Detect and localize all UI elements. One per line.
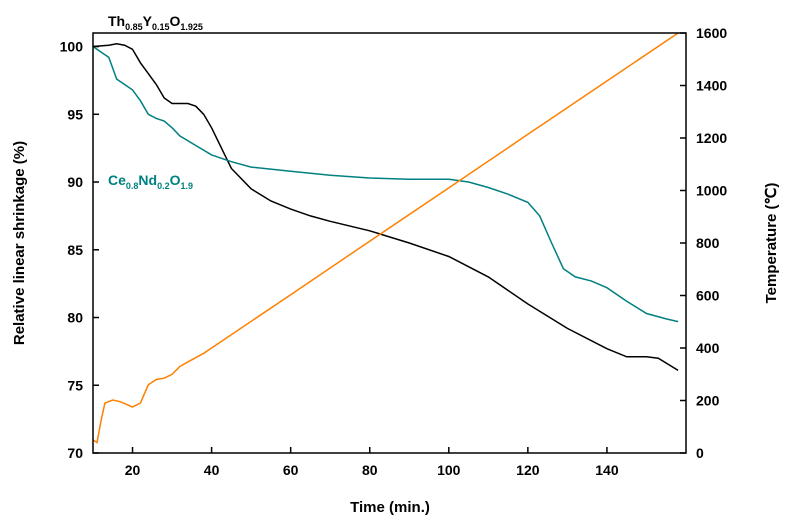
x-axis-label: Time (min.) bbox=[350, 499, 430, 516]
y2-tick-label: 400 bbox=[696, 340, 720, 356]
y-tick-label: 70 bbox=[67, 445, 83, 461]
subscript: 1.925 bbox=[180, 22, 203, 32]
subscript: 0.15 bbox=[152, 22, 170, 32]
y2-axis-label: Temperature (℃) bbox=[763, 183, 780, 304]
y2-tick-label: 600 bbox=[696, 288, 720, 304]
y-tick-label: 95 bbox=[67, 106, 83, 122]
y-tick-label: 85 bbox=[67, 242, 83, 258]
y-tick-label: 80 bbox=[67, 310, 83, 326]
y2-tick-label: 1400 bbox=[696, 78, 727, 94]
y2-tick-label: 0 bbox=[696, 445, 704, 461]
label-part: Th bbox=[108, 13, 125, 29]
x-tick-label: 40 bbox=[204, 462, 220, 478]
plot-frame bbox=[92, 32, 687, 454]
series-label: Ce0.8Nd0.2O1.9 bbox=[108, 172, 193, 191]
y2-tick-label: 200 bbox=[696, 393, 720, 409]
y2-tick-label: 1000 bbox=[696, 183, 727, 199]
y2-tick-label: 1200 bbox=[696, 130, 727, 146]
subscript: 0.2 bbox=[157, 181, 170, 191]
subscript: 0.8 bbox=[126, 181, 139, 191]
x-tick-label: 20 bbox=[125, 462, 141, 478]
x-tick-label: 80 bbox=[362, 462, 378, 478]
y2-tick-label: 1600 bbox=[696, 25, 727, 41]
x-tick-label: 140 bbox=[595, 462, 619, 478]
label-part: O bbox=[170, 172, 181, 188]
x-tick-label: 120 bbox=[516, 462, 540, 478]
subscript: 0.85 bbox=[125, 22, 143, 32]
label-part: Ce bbox=[108, 172, 126, 188]
data-line bbox=[92, 45, 679, 323]
data-line bbox=[92, 43, 679, 372]
x-tick-label: 100 bbox=[437, 462, 461, 478]
subscript: 1.9 bbox=[181, 181, 194, 191]
y-tick-label: 100 bbox=[60, 39, 84, 55]
y2-tick-label: 800 bbox=[696, 235, 720, 251]
label-part: Nd bbox=[138, 172, 157, 188]
y-tick-label: 90 bbox=[67, 174, 83, 190]
y-axis-label: Relative linear shrinkage (%) bbox=[11, 141, 28, 345]
data-line bbox=[92, 32, 679, 444]
series-label: Th0.85Y0.15O1.925 bbox=[108, 13, 203, 32]
x-tick-label: 60 bbox=[283, 462, 299, 478]
label-part: O bbox=[170, 13, 181, 29]
label-part: Y bbox=[143, 13, 153, 29]
y-tick-label: 75 bbox=[67, 377, 83, 393]
